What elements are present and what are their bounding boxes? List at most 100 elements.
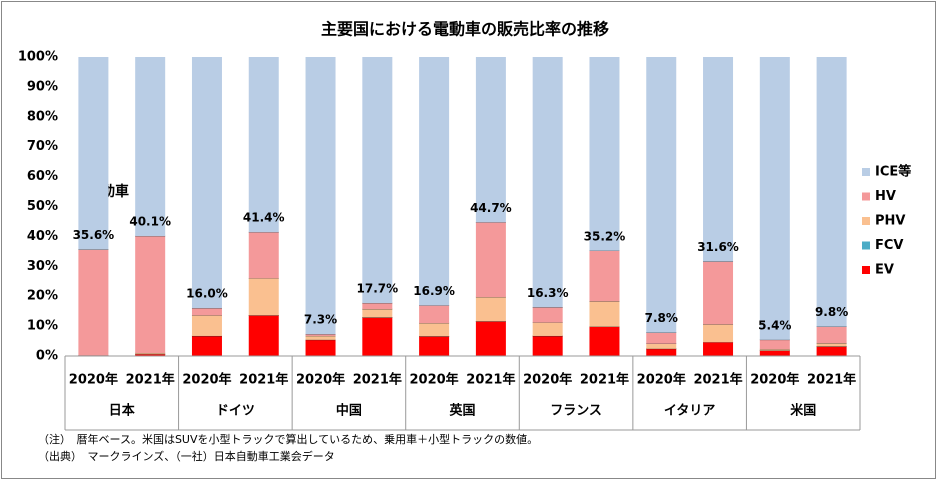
bar-segment [249, 278, 279, 315]
x-tick-label: 2020年 [296, 372, 345, 388]
y-tick-label: 80% [27, 109, 58, 124]
group-label: 日本 [109, 403, 135, 419]
y-tick-label: 0% [36, 349, 58, 364]
x-tick-label: 2021年 [126, 372, 175, 388]
bar-segment [760, 351, 790, 356]
x-tick-label: 2021年 [693, 372, 742, 388]
bar-segment [476, 297, 506, 321]
value-label: 44.7% [470, 201, 512, 215]
group-label: フランス [550, 404, 602, 419]
bar-segment [306, 336, 336, 340]
value-label: 9.8% [815, 305, 848, 319]
value-label: 7.3% [304, 313, 337, 327]
group-label: 米国 [790, 403, 816, 419]
bar-segment [703, 57, 733, 262]
value-label: 5.4% [758, 318, 791, 332]
bar-segment [703, 262, 733, 325]
x-tick-label: 2021年 [807, 372, 856, 388]
legend-swatch [862, 217, 870, 225]
y-tick-label: 30% [27, 259, 58, 274]
bar-segment [78, 57, 108, 250]
group-label: 英国 [448, 403, 475, 419]
bar-segment [306, 340, 336, 356]
bar-segment [78, 250, 108, 356]
x-tick-label: 2020年 [637, 372, 686, 388]
legend-label: FCV [875, 238, 903, 253]
x-tick-label: 2021年 [239, 372, 288, 388]
legend-label: PHV [875, 214, 905, 229]
value-label: 16.3% [527, 286, 569, 300]
group-label: 中国 [336, 403, 362, 419]
value-label: 16.9% [413, 284, 455, 298]
x-tick-label: 2020年 [410, 372, 459, 388]
bar-segment [249, 232, 279, 278]
bar-segment [419, 336, 449, 356]
y-tick-label: 70% [27, 139, 58, 154]
value-label: 31.6% [697, 240, 739, 254]
group-label: ドイツ [216, 404, 255, 419]
bar-segment [306, 57, 336, 334]
bar-segment [533, 323, 563, 336]
y-tick-label: 60% [27, 169, 58, 184]
bar-segment [589, 327, 619, 356]
y-tick-label: 100% [18, 50, 58, 65]
y-tick-label: 40% [27, 229, 58, 244]
value-label: 16.0% [186, 287, 228, 301]
legend-swatch [862, 242, 870, 250]
bar-segment [533, 307, 563, 322]
bar-segment [533, 57, 563, 307]
bar-segment [646, 349, 676, 356]
y-tick-label: 20% [27, 289, 58, 304]
x-tick-label: 2020年 [182, 372, 231, 388]
bar-segment [135, 57, 165, 236]
legend-swatch [862, 168, 870, 176]
bar-segment [646, 344, 676, 349]
y-tick-label: 10% [27, 319, 58, 334]
legend-swatch [862, 193, 870, 201]
bar-segment [362, 309, 392, 317]
bar-segment [249, 57, 279, 232]
note: （出典） マークラインズ、（一社）日本自動車工業会データ [38, 449, 335, 463]
bar-segment [362, 317, 392, 356]
bar-segment [817, 57, 847, 327]
bar-segment [817, 327, 847, 343]
value-label: 41.4% [243, 211, 285, 225]
bar-segment [589, 251, 619, 302]
bar-segment [419, 305, 449, 323]
value-label: 40.1% [129, 215, 171, 229]
y-tick-label: 90% [27, 79, 58, 94]
note: （注） 暦年ベース。米国はSUVを小型トラックで算出しているため、乗用車＋小型ト… [38, 432, 538, 446]
bar-segment [476, 222, 506, 297]
bar-segment [533, 336, 563, 356]
x-tick-label: 2020年 [69, 372, 118, 388]
bar-segment [646, 333, 676, 344]
x-tick-label: 2020年 [523, 372, 572, 388]
bar-segment [476, 57, 506, 222]
bar-segment [362, 303, 392, 309]
x-tick-label: 2021年 [580, 372, 629, 388]
legend-swatch [862, 266, 870, 274]
bar-segment [249, 315, 279, 356]
bar-segment [476, 321, 506, 356]
bar-segment [703, 342, 733, 356]
x-tick-label: 2021年 [353, 372, 402, 388]
y-tick-label: 50% [27, 199, 58, 214]
legend-label: EV [875, 263, 894, 278]
chart-title: 主要国における電動車の販売比率の推移 [321, 20, 609, 39]
x-tick-label: 2021年 [466, 372, 515, 388]
bar-segment [192, 308, 222, 315]
bar-segment [362, 57, 392, 303]
bar-segment [760, 340, 790, 349]
value-label: 35.2% [584, 229, 626, 243]
value-label: 35.6% [73, 228, 115, 242]
legend-label: HV [875, 189, 896, 204]
legend-label: ICE等 [875, 164, 911, 180]
bar-segment [760, 57, 790, 340]
x-tick-label: 2020年 [750, 372, 799, 388]
bar-segment [419, 57, 449, 305]
bar-segment [646, 57, 676, 333]
bar-segment [135, 236, 165, 353]
bar-segment [419, 323, 449, 336]
bar-segment [192, 336, 222, 356]
